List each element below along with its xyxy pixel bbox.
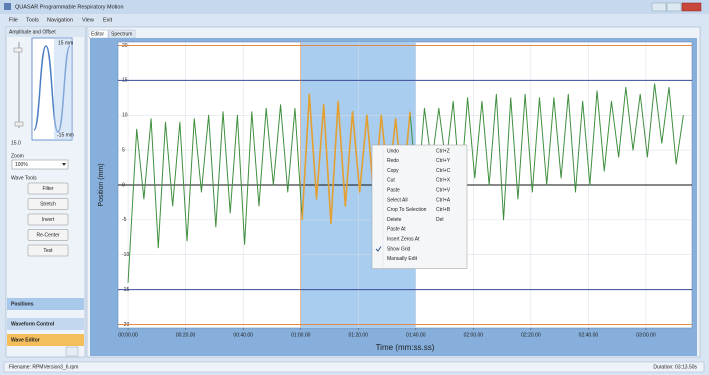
dropdown-arrow	[62, 163, 66, 166]
menu-bar: File Tools Navigation View Exit	[9, 17, 113, 23]
x-tick-label: 02:00.00	[464, 332, 484, 338]
navigation: Positions Waveform Control Wave Editor	[7, 298, 84, 346]
x-tick-label: 00:00.00	[118, 332, 138, 338]
tool-button-label: Test	[43, 248, 53, 254]
x-tick-label: 03:00.00	[636, 332, 656, 338]
close-button[interactable]	[681, 2, 702, 12]
zoom-label: Zoom	[11, 153, 24, 159]
y-tick-label: 10	[122, 113, 128, 119]
context-menu-label: Paste At	[387, 227, 406, 233]
nav-button[interactable]	[7, 318, 84, 330]
check-mark	[375, 246, 382, 252]
context-menu-label: Cut	[387, 178, 395, 184]
menu-item[interactable]: Navigation	[47, 17, 73, 23]
y-tick-label: 5	[122, 147, 125, 153]
status-bar	[3, 361, 705, 373]
amplitude-title: Amplitude and Offset	[9, 29, 56, 35]
context-menu: Undo Ctrl+Z Redo Ctrl+Y Copy Ctrl+C Cut Ctrl+X P…	[371, 144, 468, 269]
slider-thumb[interactable]	[14, 121, 24, 127]
tool-button-label: Stretch	[40, 201, 56, 207]
context-menu-shortcut: Ctrl+Y	[436, 158, 451, 164]
context-menu-label: Show Grid	[387, 246, 411, 252]
context-menu-label: Redo	[387, 158, 399, 164]
context-menu-shortcut: Ctrl+A	[436, 197, 451, 203]
wave-preview-shade	[54, 38, 72, 140]
menu-item[interactable]: Tools	[26, 17, 39, 23]
y-tick-label: -10	[122, 252, 129, 258]
selection-connector	[294, 108, 303, 220]
nav-button[interactable]	[7, 298, 84, 310]
zoom-dropdown[interactable]	[11, 159, 69, 170]
wave-tools-label: Wave Tools	[11, 175, 37, 181]
status-filename: Filename: RPMVersion3_6.rpm	[9, 364, 78, 370]
maximize-button[interactable]	[666, 2, 682, 12]
context-menu-label: Paste	[387, 188, 400, 194]
nav-label: Positions	[11, 301, 34, 307]
x-tick-label: 00:40.00	[233, 332, 253, 338]
window-title: QUASAR Programmable Respiratory Motion	[15, 4, 124, 10]
tab-label: Spectrum	[111, 31, 132, 37]
x-tick-label: 01:40.00	[406, 332, 426, 338]
context-menu-shortcut: Ctrl+X	[436, 178, 451, 184]
menu-item[interactable]: Exit	[103, 17, 113, 23]
context-menu-label: Insert Zeros At	[387, 237, 420, 243]
context-menu-shortcut: Ctrl+Z	[436, 148, 450, 154]
app-icon	[4, 3, 11, 10]
nav-label: Waveform Control	[11, 321, 55, 327]
context-menu-shortcut: Del	[436, 217, 444, 223]
x-tick-label: 02:20.00	[521, 332, 541, 338]
status-duration: Duration: 03:13.50s	[653, 364, 697, 370]
context-menu-shortcut: Ctrl+B	[436, 207, 451, 213]
max-label: 15 mm	[58, 40, 73, 46]
menu-item[interactable]: View	[82, 17, 94, 23]
tool-button[interactable]	[27, 198, 69, 210]
tool-button[interactable]	[27, 213, 69, 226]
nav-expander[interactable]	[65, 346, 79, 357]
panel-header	[6, 27, 85, 37]
tool-button[interactable]	[27, 244, 69, 257]
tool-button[interactable]	[27, 229, 69, 241]
offset-value: 15.0	[11, 140, 21, 146]
tool-buttons: Filter Stretch Invert Re-Center Test	[27, 182, 69, 257]
context-menu-shortcut: Ctrl+C	[436, 168, 451, 174]
nav-label: Wave Editor	[11, 337, 40, 343]
context-menu-label: Select All	[387, 197, 408, 203]
y-tick-label: -5	[122, 217, 127, 223]
tool-button-label: Filter	[42, 186, 53, 192]
slider-thumb[interactable]	[13, 47, 23, 53]
min-label: -15 mm	[57, 132, 74, 138]
nav-button[interactable]	[7, 334, 84, 346]
zoom-value: 100%	[15, 162, 28, 168]
context-menu-label: Manually Edit	[387, 256, 418, 262]
tool-button-label: Re-Center	[36, 232, 59, 238]
context-menu-label: Copy	[387, 168, 399, 174]
x-tick-label: 01:00.00	[291, 332, 311, 338]
tabs: Editor Spectrum	[88, 29, 136, 39]
x-tick-label: 01:20.00	[349, 332, 369, 338]
context-menu-label: Delete	[387, 217, 402, 223]
tool-button[interactable]	[27, 182, 69, 195]
context-menu-label: Crop To Selection	[387, 207, 427, 213]
x-tick-label: 02:40.00	[579, 332, 599, 338]
title-bar	[0, 0, 709, 14]
context-menu-box	[371, 144, 468, 269]
context-menu-label: Undo	[387, 148, 399, 154]
x-tick-label: 00:20.00	[176, 332, 196, 338]
x-axis-label: Time (mm:ss.ss)	[376, 343, 435, 352]
y-axis-label: Position (mm)	[98, 163, 105, 206]
tool-button-label: Invert	[42, 217, 55, 223]
minimize-button[interactable]	[651, 2, 667, 12]
context-menu-shortcut: Ctrl+V	[436, 188, 451, 194]
menu-item[interactable]: File	[9, 17, 18, 23]
tab-label: Editor	[91, 31, 104, 37]
